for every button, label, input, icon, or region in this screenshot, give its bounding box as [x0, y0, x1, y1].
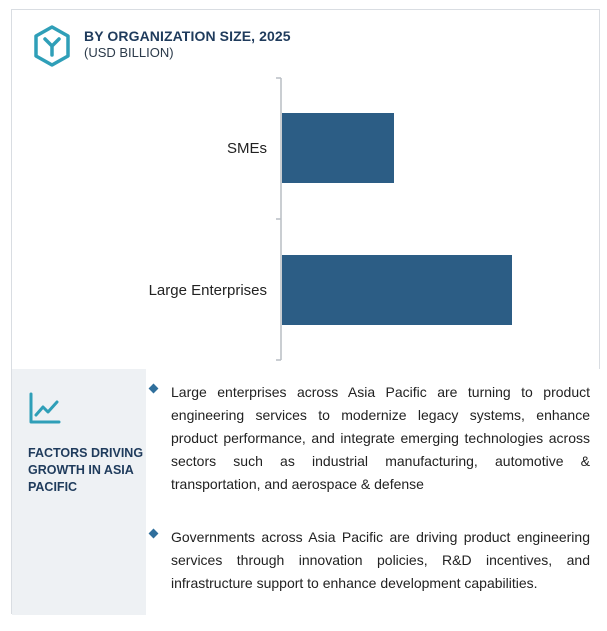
diamond-bullet-icon [148, 383, 159, 394]
chart-title: BY ORGANIZATION SIZE, 2025 [84, 28, 291, 44]
factors-sidebar: FACTORS DRIVING GROWTH IN ASIA PACIFIC [12, 369, 146, 615]
factor-bullet-1: Large enterprises across Asia Pacific ar… [148, 381, 590, 496]
bar-smes [282, 113, 394, 183]
bar-chart: SMEs Large Enterprises [149, 77, 512, 361]
diamond-bullet-icon [148, 528, 159, 539]
factors-panel: FACTORS DRIVING GROWTH IN ASIA PACIFIC L… [12, 369, 601, 615]
factor-bullet-2: Governments across Asia Pacific are driv… [148, 526, 590, 595]
category-label: Large Enterprises [149, 282, 267, 299]
chart-card: BY ORGANIZATION SIZE, 2025 (USD BILLION)… [11, 9, 601, 615]
factors-list: Large enterprises across Asia Pacific ar… [146, 369, 601, 615]
hexagon-y-logo-icon [34, 25, 70, 67]
factor-text-2: Governments across Asia Pacific are driv… [171, 529, 590, 591]
chart-subtitle: (USD BILLION) [84, 45, 174, 60]
factor-text-1: Large enterprises across Asia Pacific ar… [171, 384, 590, 492]
bar-large-enterprises [282, 255, 512, 325]
factors-title: FACTORS DRIVING GROWTH IN ASIA PACIFIC [28, 446, 144, 494]
trend-chart-icon [29, 392, 61, 424]
category-label: SMEs [227, 140, 267, 157]
